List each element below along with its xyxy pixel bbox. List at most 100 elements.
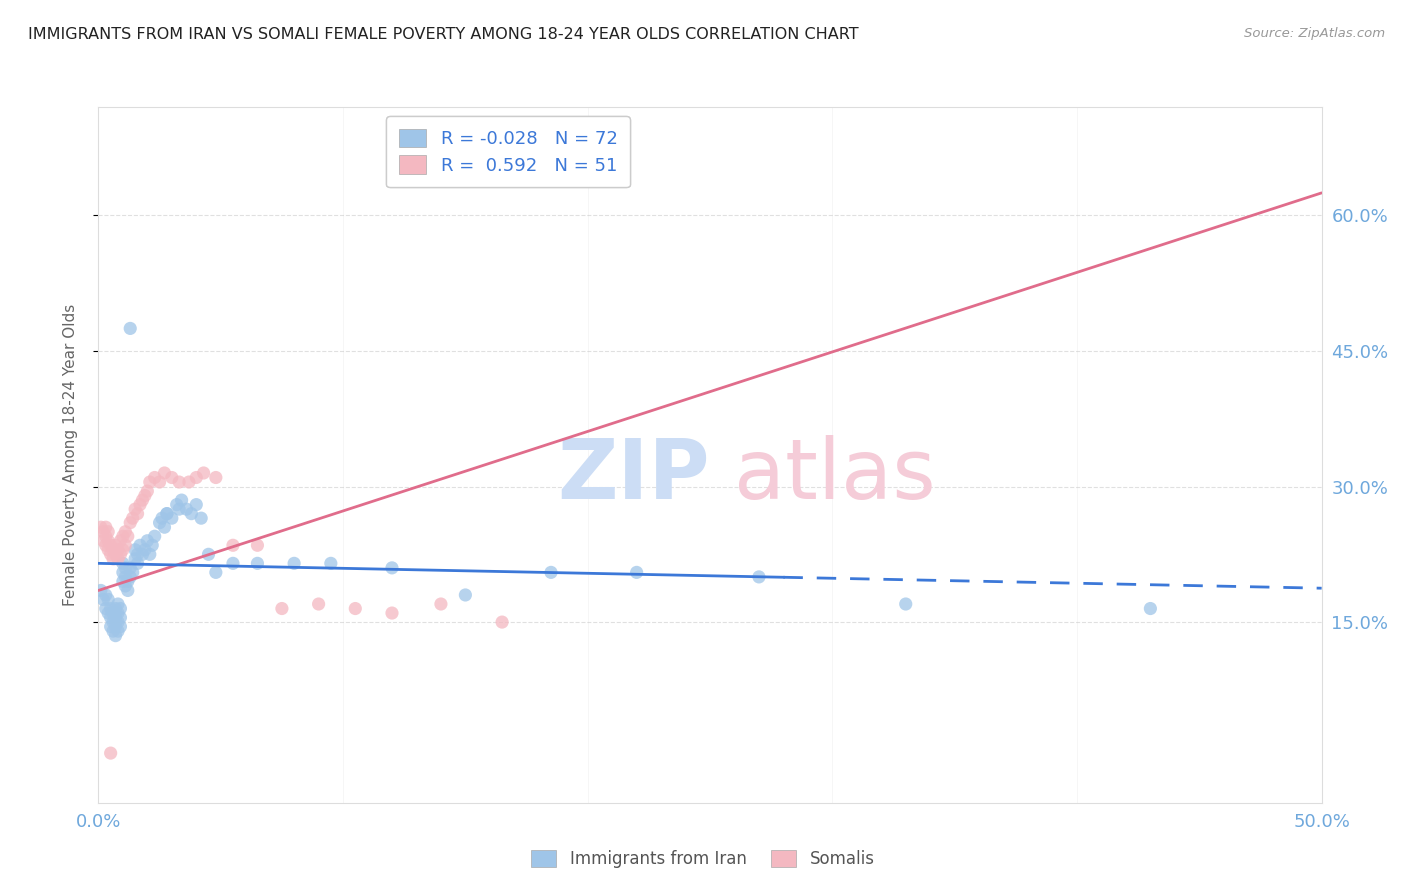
Point — [143, 529, 166, 543]
Point — [104, 538, 127, 552]
Point — [91, 524, 114, 539]
Point — [101, 624, 124, 639]
Legend: Immigrants from Iran, Somalis: Immigrants from Iran, Somalis — [524, 843, 882, 875]
Point — [222, 557, 245, 571]
Point — [127, 507, 149, 521]
Point — [141, 538, 163, 552]
Point — [381, 606, 404, 620]
Point — [111, 557, 134, 571]
Point — [94, 601, 117, 615]
Point — [107, 542, 129, 557]
Point — [110, 610, 132, 624]
Point — [540, 566, 562, 580]
Point — [120, 516, 142, 530]
Point — [124, 502, 146, 516]
Point — [97, 606, 120, 620]
Point — [110, 547, 132, 561]
Point — [149, 516, 172, 530]
Point — [283, 557, 305, 571]
Point — [139, 547, 162, 561]
Point — [150, 511, 173, 525]
Point — [97, 533, 120, 548]
Point — [160, 511, 183, 525]
Point — [114, 570, 136, 584]
Point — [491, 615, 513, 629]
Point — [308, 597, 330, 611]
Point — [1139, 601, 1161, 615]
Point — [121, 566, 143, 580]
Point — [176, 502, 198, 516]
Point — [101, 606, 124, 620]
Point — [120, 561, 142, 575]
Point — [136, 484, 159, 499]
Point — [139, 475, 162, 489]
Point — [117, 574, 139, 589]
Point — [136, 533, 159, 548]
Point — [193, 466, 215, 480]
Legend: R = -0.028   N = 72, R =  0.592   N = 51: R = -0.028 N = 72, R = 0.592 N = 51 — [387, 116, 630, 187]
Point — [131, 547, 153, 561]
Text: IMMIGRANTS FROM IRAN VS SOMALI FEMALE POVERTY AMONG 18-24 YEAR OLDS CORRELATION : IMMIGRANTS FROM IRAN VS SOMALI FEMALE PO… — [28, 27, 859, 42]
Point — [430, 597, 453, 611]
Point — [121, 511, 143, 525]
Point — [748, 570, 770, 584]
Point — [120, 321, 142, 335]
Y-axis label: Female Poverty Among 18-24 Year Olds: Female Poverty Among 18-24 Year Olds — [63, 304, 77, 606]
Point — [454, 588, 477, 602]
Point — [90, 520, 112, 534]
Point — [156, 507, 179, 521]
Text: ZIP: ZIP — [558, 435, 710, 516]
Point — [205, 470, 228, 484]
Point — [101, 615, 124, 629]
Point — [156, 507, 179, 521]
Point — [101, 551, 124, 566]
Point — [100, 610, 122, 624]
Point — [246, 538, 269, 552]
Point — [91, 592, 114, 607]
Point — [97, 592, 120, 607]
Point — [222, 538, 245, 552]
Point — [160, 470, 183, 484]
Point — [626, 566, 648, 580]
Point — [100, 547, 122, 561]
Point — [197, 547, 219, 561]
Point — [117, 529, 139, 543]
Point — [319, 557, 342, 571]
Point — [381, 561, 404, 575]
Point — [344, 601, 367, 615]
Point — [104, 547, 127, 561]
Point — [94, 520, 117, 534]
Point — [270, 601, 294, 615]
Point — [131, 493, 153, 508]
Point — [91, 533, 114, 548]
Point — [186, 470, 208, 484]
Point — [167, 475, 190, 489]
Point — [124, 542, 146, 557]
Point — [94, 588, 117, 602]
Point — [134, 542, 156, 557]
Point — [177, 475, 200, 489]
Point — [97, 524, 120, 539]
Point — [134, 489, 156, 503]
Point — [120, 570, 142, 584]
Point — [104, 601, 127, 615]
Point — [170, 493, 193, 508]
Point — [114, 579, 136, 593]
Point — [111, 574, 134, 589]
Point — [149, 475, 172, 489]
Point — [114, 524, 136, 539]
Point — [894, 597, 917, 611]
Point — [100, 746, 122, 760]
Point — [107, 624, 129, 639]
Text: Source: ZipAtlas.com: Source: ZipAtlas.com — [1244, 27, 1385, 40]
Point — [114, 561, 136, 575]
Point — [100, 601, 122, 615]
Point — [107, 615, 129, 629]
Point — [100, 619, 122, 633]
Point — [166, 498, 188, 512]
Point — [107, 551, 129, 566]
Point — [107, 597, 129, 611]
Point — [129, 498, 152, 512]
Point — [153, 466, 176, 480]
Point — [129, 538, 152, 552]
